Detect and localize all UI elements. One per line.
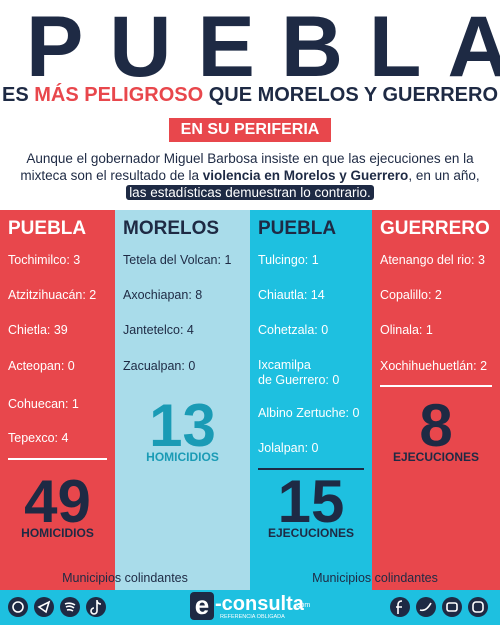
- municipality: Cohetzala: 0: [258, 323, 329, 337]
- banner: EN SU PERIFERIA: [169, 118, 331, 142]
- municipality: Olinala: 1: [380, 323, 433, 337]
- total: 8: [419, 392, 453, 459]
- municipality: Acteopan: 0: [8, 359, 75, 373]
- logo-mark: e: [190, 592, 214, 620]
- logo: e -consulta .com REFERENCIA OBLIGADA: [190, 592, 320, 622]
- municipality: Zacualpan: 0: [123, 359, 196, 373]
- subtitle-part: ES: [1, 84, 35, 106]
- logo-domain: .com: [295, 602, 311, 609]
- subtitle-part: QUE MORELOS Y GUERRERO: [203, 84, 499, 106]
- note: Municipios colindantes: [312, 571, 438, 585]
- logo-tagline: REFERENCIA OBLIGADA: [220, 614, 285, 620]
- column: PUEBLA Tulcingo: 1 Chiautla: 14 Cohetzala: …: [250, 210, 372, 590]
- logo-name: -consulta: [215, 593, 304, 615]
- municipality: Tepexco: 4: [8, 431, 69, 445]
- divider: [380, 385, 492, 387]
- column-title: GUERRERO: [380, 218, 490, 239]
- municipality: Chiautla: 14: [258, 288, 325, 302]
- title: PUEBLA: [26, 0, 500, 95]
- municipality: Xochihuehuetlán: 2: [380, 359, 488, 373]
- total-label: EJECUCIONES: [392, 450, 480, 464]
- municipality: Jolalpan: 0: [258, 441, 319, 455]
- municipality: Ixcamilpa de Guerrero: 0: [258, 358, 340, 387]
- total: 13: [149, 392, 216, 459]
- municipality: Axochiapan: 8: [123, 288, 203, 302]
- intro-text: , en un año,: [408, 168, 480, 183]
- municipality: Cohuecan: 1: [8, 397, 79, 411]
- subtitle-highlight: MÁS PELIGROSO: [34, 84, 204, 106]
- municipality: Atzitzihuacán: 2: [8, 288, 97, 302]
- divider: [8, 458, 107, 460]
- municipality: Tochimilco: 3: [8, 253, 81, 267]
- column: PUEBLA Tochimilco: 3 Atzitzihuacán: 2 Chiet…: [0, 210, 115, 590]
- municipality: Albino Zertuche: 0: [258, 406, 360, 420]
- column-title: MORELOS: [123, 218, 220, 239]
- divider: [258, 468, 364, 470]
- municipality: Jantetelco: 4: [123, 323, 194, 337]
- column-title: PUEBLA: [258, 218, 337, 239]
- total: 49: [24, 468, 91, 535]
- social-icons: [8, 597, 488, 617]
- municipality: Tulcingo: 1: [258, 253, 319, 267]
- total: 15: [277, 468, 345, 535]
- intro-bold: violencia en Morelos y Guerrero: [202, 168, 409, 183]
- intro-text: Aunque el gobernador Miguel Barbosa insi…: [20, 151, 474, 183]
- municipality: Chietla: 39: [8, 323, 68, 337]
- column-title: PUEBLA: [8, 218, 87, 239]
- intro: Aunque el gobernador Miguel Barbosa insi…: [14, 150, 486, 201]
- column: MORELOS Tetela del Volcan: 1 Axochiapan: 8…: [115, 210, 250, 590]
- total-label: HOMICIDIOS: [146, 450, 219, 464]
- municipality: Copalillo: 2: [380, 288, 442, 302]
- intro-highlight: las estadísticas demuestran lo contrario…: [126, 185, 374, 200]
- municipality: Atenango del rio: 3: [380, 253, 485, 267]
- municipality: Tetela del Volcan: 1: [123, 253, 232, 267]
- subtitle: ES MÁS PELIGROSO QUE MORELOS Y GUERRERO: [0, 84, 500, 107]
- column: GUERRERO Atenango del rio: 3 Copalillo: 2 O…: [372, 210, 500, 590]
- total-label: EJECUCIONES: [267, 526, 355, 540]
- total-label: HOMICIDIOS: [21, 526, 94, 540]
- note: Municipios colindantes: [62, 571, 188, 585]
- footer: [0, 590, 500, 625]
